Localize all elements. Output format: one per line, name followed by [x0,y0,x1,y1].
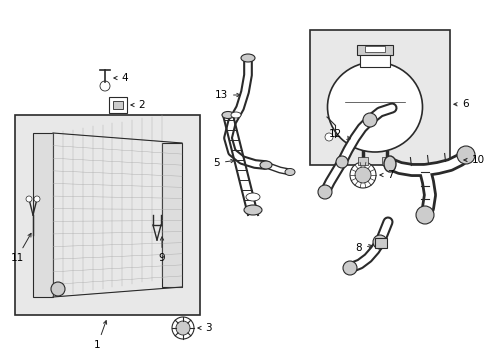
Text: 13: 13 [214,90,240,100]
Ellipse shape [245,193,260,201]
Bar [359,49,389,67]
Ellipse shape [230,112,241,118]
Text: 10: 10 [463,155,484,165]
Text: 5: 5 [213,158,234,168]
Circle shape [349,162,375,188]
Bar [113,101,123,109]
Text: 9: 9 [159,237,165,263]
Text: 3: 3 [198,323,211,333]
Bar [357,157,367,165]
Circle shape [354,167,370,183]
Bar [309,30,449,165]
Bar [356,45,392,55]
Bar [381,157,391,165]
Circle shape [325,133,332,141]
Ellipse shape [244,205,262,215]
Circle shape [51,282,65,296]
Bar [364,46,384,52]
Text: 6: 6 [453,99,468,109]
Bar [374,238,386,248]
Text: 12: 12 [328,129,349,139]
Circle shape [456,146,474,164]
Ellipse shape [222,112,234,118]
Circle shape [34,196,40,202]
Circle shape [100,81,110,91]
Text: 1: 1 [94,321,106,350]
Text: 4: 4 [114,73,127,83]
Bar [33,133,53,297]
Ellipse shape [260,161,271,169]
Text: 2: 2 [131,100,144,110]
Ellipse shape [383,156,395,172]
Ellipse shape [241,54,254,62]
Circle shape [317,185,331,199]
Circle shape [176,321,190,335]
Circle shape [26,196,32,202]
Circle shape [342,261,356,275]
Bar [15,115,200,315]
Circle shape [415,206,433,224]
Text: 11: 11 [10,233,31,263]
Ellipse shape [285,168,294,175]
Circle shape [335,156,347,168]
Circle shape [372,235,386,249]
Text: 7: 7 [379,170,393,180]
Circle shape [362,113,376,127]
Circle shape [172,317,194,339]
Text: 8: 8 [355,243,371,253]
Bar [109,97,127,113]
Bar [162,143,182,287]
Ellipse shape [327,62,422,152]
